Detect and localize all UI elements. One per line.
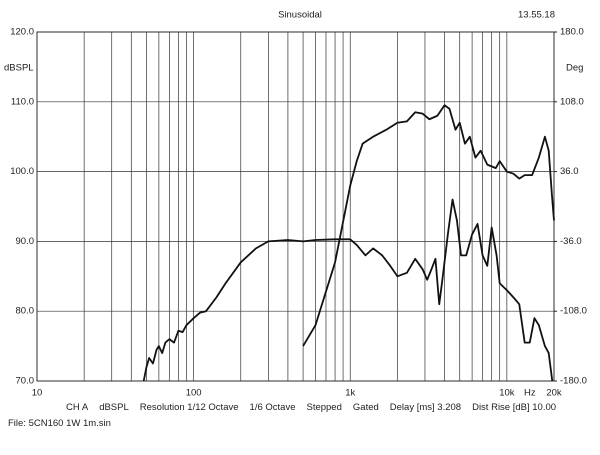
y-tick-label: 100.0 [10, 166, 34, 177]
y-axis-label: dBSPL [4, 63, 34, 74]
y-tick-label: 70.0 [16, 376, 35, 387]
info-item: Delay [ms] 3.208 [389, 402, 462, 413]
y2-tick-label: 180.0 [560, 27, 584, 38]
y-tick-label: 120.0 [10, 27, 34, 38]
y2-tick-label: -108.0 [560, 306, 587, 317]
info-item: Stepped [306, 402, 342, 413]
info-item: Resolution 1/12 Octave [139, 402, 239, 413]
y-tick-label: 110.0 [11, 96, 34, 107]
x-tick-label: 10k [499, 388, 515, 399]
y2-tick-label: -180.0 [560, 376, 587, 387]
info-line: CH A dBSPL Resolution 1/12 Octave 1/6 Octav… [66, 402, 556, 413]
timestamp: 13.55.18 [518, 10, 555, 21]
y2-axis-label: Deg [566, 63, 583, 74]
plot-frame [36, 31, 555, 382]
y-tick-label: 80.0 [16, 306, 35, 317]
y-tick-label: 90.0 [16, 236, 35, 247]
y2-tick-label: 108.0 [560, 96, 584, 107]
file-name: File: 5CN160 1W 1m.sin [8, 418, 111, 429]
response-curve [302, 104, 555, 347]
y2-tick-label: 36.0 [560, 166, 579, 177]
info-item: Gated [352, 402, 379, 413]
response-curve [142, 198, 554, 382]
y2-tick-label: -36.0 [560, 236, 582, 247]
info-item: Dist Rise [dB] 10.00 [472, 402, 557, 413]
x-axis-label: Hz [524, 388, 536, 399]
info-item: dBSPL [99, 402, 129, 413]
info-item: 1/6 Octave [249, 402, 296, 413]
x-tick-label: 20k [546, 388, 562, 399]
x-tick-label: 1k [345, 388, 355, 399]
x-tick-label: 100 [186, 388, 202, 399]
x-tick-label: 10 [32, 388, 43, 399]
info-item: CH A [66, 402, 89, 413]
chart-title: Sinusoidal [278, 10, 322, 21]
